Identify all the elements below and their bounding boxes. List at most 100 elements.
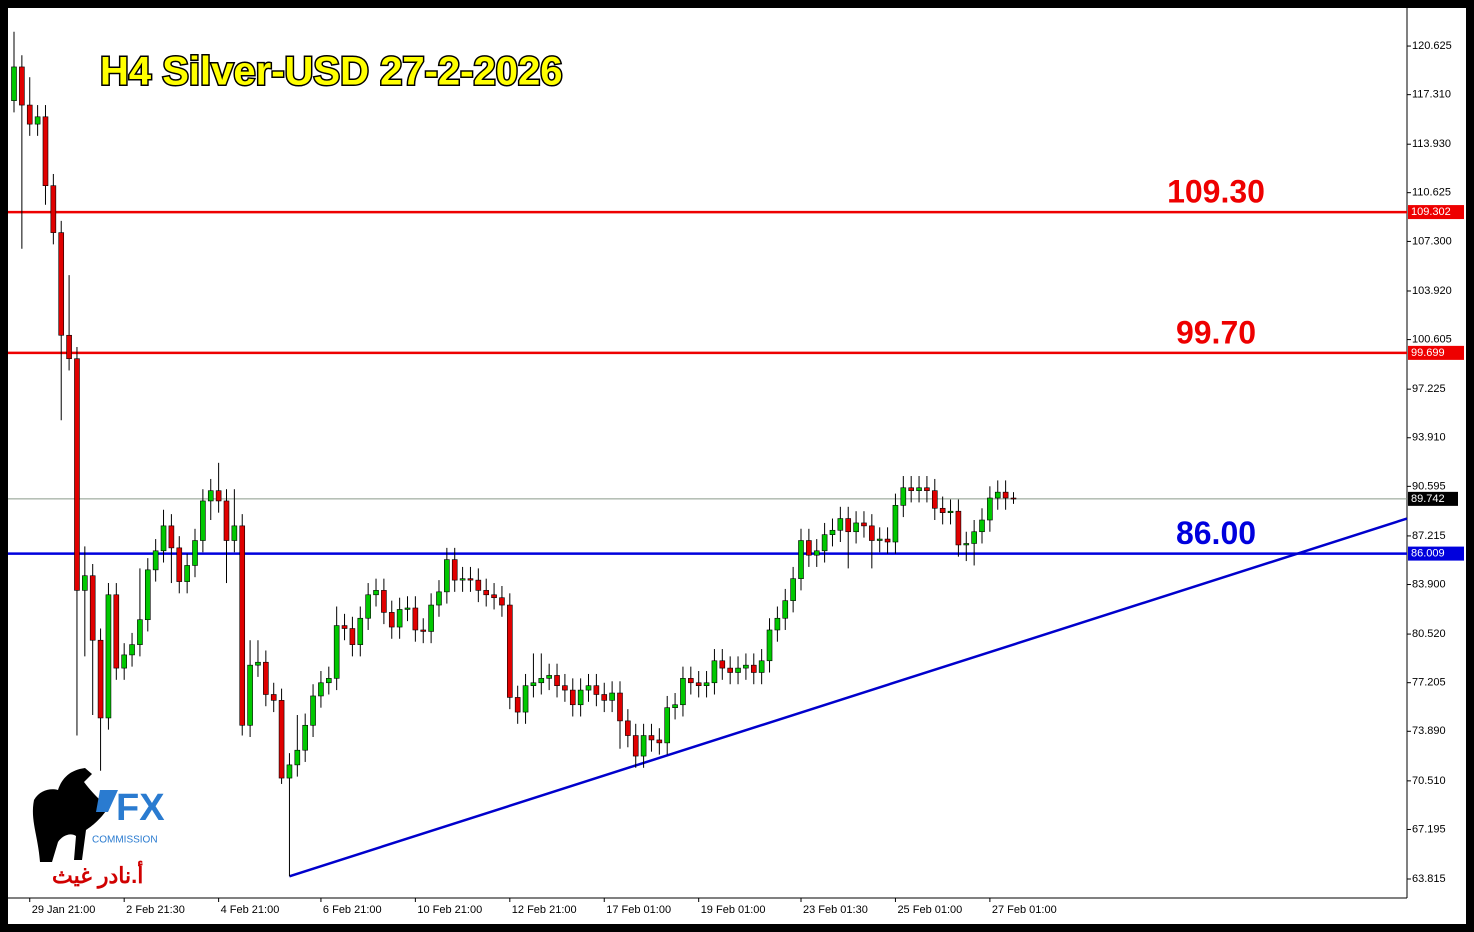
candle-body (121, 654, 127, 669)
candle-body (420, 629, 427, 632)
candle-body (743, 664, 749, 669)
candle-body (483, 590, 490, 596)
candle-body (451, 559, 458, 581)
candle-body (404, 607, 411, 610)
candle-body (632, 735, 639, 757)
candle-body (774, 617, 781, 631)
candle-body (396, 609, 403, 628)
candle-body (42, 116, 49, 187)
level-tag-label: 109.302 (1411, 206, 1451, 218)
candle-body (82, 575, 88, 591)
candle-body (947, 510, 954, 513)
candle-body (916, 487, 922, 491)
candle-body (680, 678, 686, 706)
candle-body (66, 334, 72, 360)
candle-body (735, 667, 741, 673)
candle-body (585, 685, 592, 691)
candle-body (444, 559, 450, 593)
level-tag (1408, 205, 1464, 220)
candle-body (853, 522, 859, 533)
chart-title: H4 Silver-USD 27-2-2026 (100, 50, 562, 94)
candle-body (625, 720, 631, 736)
x-tick-label: 27 Feb 01:00 (992, 904, 1057, 916)
candle-body (994, 491, 1001, 499)
x-tick-label: 6 Feb 21:00 (323, 904, 382, 916)
candle-body (270, 694, 277, 701)
candle-body (845, 518, 852, 533)
candle-body (310, 695, 316, 726)
y-tick-label: 120.625 (1412, 40, 1452, 52)
x-tick-label: 23 Feb 01:30 (803, 904, 868, 916)
candle-body (129, 644, 135, 656)
candle-body (349, 628, 356, 645)
candle-body (137, 619, 143, 645)
candle-body (207, 490, 214, 502)
level-label: 86.00 (1176, 515, 1256, 551)
candle-body (688, 678, 694, 684)
candle-body (750, 664, 757, 673)
logo: FX COMMISSION أ.نادر غيث (32, 768, 165, 889)
level-label: 109.30 (1167, 174, 1265, 210)
candle-body (672, 704, 678, 708)
candle-body (428, 604, 434, 632)
candle-body (554, 675, 560, 686)
current-price-label: 89.742 (1411, 493, 1445, 505)
candle-body (381, 590, 387, 613)
candle-body (640, 735, 647, 757)
candle-body (168, 525, 175, 549)
candle-body (144, 569, 151, 621)
candle-body (656, 739, 663, 744)
candle-body (829, 529, 836, 535)
candle-body (34, 116, 41, 125)
candle-body (302, 724, 308, 751)
candle-body (664, 707, 671, 744)
candle-body (562, 685, 568, 691)
candle-body (231, 525, 238, 541)
candle-body (931, 490, 938, 509)
candle-body (184, 565, 190, 582)
candle-body (239, 525, 246, 726)
y-tick-label: 97.225 (1412, 383, 1446, 395)
trendline (289, 517, 1408, 878)
candle-body (160, 525, 167, 552)
candle-body (569, 689, 576, 706)
candle-body (813, 550, 820, 556)
y-tick-label: 70.510 (1412, 775, 1446, 787)
candle-body (546, 675, 552, 679)
candle-body (89, 575, 96, 641)
y-tick-label: 103.920 (1412, 285, 1452, 297)
y-tick-label: 77.205 (1412, 677, 1446, 689)
candle-body (790, 578, 796, 601)
candle-body (908, 487, 914, 491)
candle-body (459, 578, 466, 581)
candle-body (357, 617, 364, 645)
y-tick-label: 110.625 (1412, 187, 1451, 199)
candle-body (152, 550, 159, 571)
candle-body (648, 735, 655, 741)
candle-body (530, 682, 537, 686)
candle-body (766, 629, 773, 662)
candle-body (963, 543, 970, 546)
candle-body (294, 749, 301, 766)
candle-body (884, 538, 891, 543)
candle-body (499, 597, 505, 606)
current-price-tag (1408, 491, 1458, 506)
candle-body (255, 661, 261, 666)
candle-body (861, 522, 867, 527)
candle-body (695, 682, 702, 686)
candle-body (758, 660, 765, 673)
x-tick-label: 25 Feb 01:00 (897, 904, 962, 916)
candle-body (782, 600, 789, 619)
candle-body (869, 525, 875, 541)
candle-body (821, 534, 828, 552)
candle-body (955, 510, 962, 546)
level-label: 99.70 (1176, 314, 1256, 350)
candle-body (1010, 497, 1017, 500)
logo-horse (32, 768, 112, 862)
candle-body (467, 578, 474, 581)
y-tick-label: 67.195 (1412, 823, 1446, 835)
logo-mark (96, 790, 118, 812)
candle-body (491, 594, 497, 599)
y-tick-label: 80.520 (1412, 628, 1446, 640)
candle-body (507, 604, 513, 698)
